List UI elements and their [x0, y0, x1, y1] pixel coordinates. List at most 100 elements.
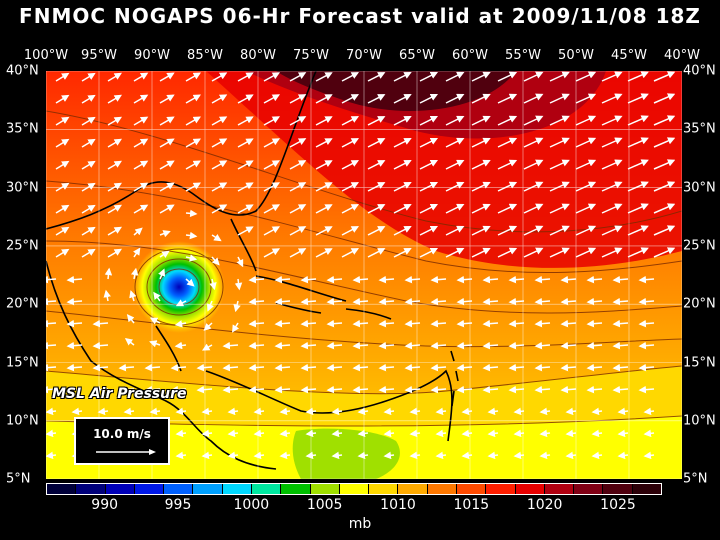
- wind-vector: [129, 290, 137, 302]
- wind-vector: [185, 182, 202, 192]
- wind-vector: [159, 204, 175, 214]
- wind-vector: [159, 72, 175, 82]
- vector-scale-arrow-icon: [96, 449, 156, 455]
- wind-vector: [419, 182, 439, 192]
- wind-vector: [144, 363, 161, 372]
- wind-vector: [549, 137, 570, 148]
- latitude-label: 15°N: [683, 355, 716, 370]
- longitude-label: 80°W: [240, 48, 276, 63]
- wind-vector: [638, 385, 655, 394]
- wind-vector: [508, 275, 525, 284]
- colorbar-swatch: [339, 484, 370, 494]
- wind-vector: [237, 72, 254, 82]
- wind-vector: [482, 297, 499, 306]
- wind-vector: [46, 341, 57, 350]
- wind-vector: [263, 116, 281, 126]
- longitude-label: 100°W: [23, 48, 69, 63]
- latitude-label: 30°N: [6, 180, 39, 196]
- wind-vector: [471, 203, 491, 214]
- wind-vector: [378, 297, 395, 306]
- wind-vector: [201, 429, 213, 438]
- wind-vector: [159, 230, 171, 238]
- wind-vector: [233, 300, 241, 313]
- wind-vector: [289, 94, 307, 104]
- wind-vector: [471, 159, 491, 170]
- wind-vector: [617, 407, 629, 416]
- wind-vector: [627, 137, 649, 148]
- wind-vector: [482, 363, 499, 372]
- wind-vector: [549, 159, 570, 170]
- wind-vector: [81, 116, 96, 126]
- wind-vector: [175, 407, 187, 416]
- wind-vector: [638, 341, 655, 350]
- latitude-label: 5°N: [6, 471, 31, 487]
- wind-vector: [497, 93, 518, 104]
- wind-vector: [174, 320, 187, 328]
- wind-vector: [133, 160, 149, 170]
- wind-vector: [430, 319, 447, 328]
- wind-vector: [539, 407, 551, 416]
- wind-vector: [575, 71, 597, 82]
- wind-vector: [46, 297, 57, 306]
- wind-vector: [653, 93, 676, 104]
- wind-vector: [305, 429, 317, 438]
- wind-vector: [653, 71, 676, 82]
- wind-vector: [409, 407, 421, 416]
- wind-vector: [393, 248, 412, 258]
- wind-vector: [497, 137, 518, 148]
- wind-vector: [237, 226, 254, 236]
- wind-vector: [565, 429, 577, 438]
- wind-vector: [445, 247, 465, 258]
- wind-vector: [289, 248, 307, 258]
- wind-vector: [253, 451, 265, 460]
- wind-vector: [175, 299, 187, 307]
- wind-vector: [81, 160, 96, 170]
- wind-vector: [118, 385, 135, 394]
- wind-vector: [487, 429, 499, 438]
- wind-vector: [456, 363, 473, 372]
- wind-vector: [367, 160, 386, 170]
- wind-vector: [612, 297, 629, 306]
- wind-vector: [430, 363, 447, 372]
- wind-vector: [81, 248, 96, 258]
- wind-vector: [107, 72, 122, 82]
- wind-vector: [331, 429, 343, 438]
- wind-vector: [227, 429, 239, 438]
- wind-vector: [103, 289, 111, 302]
- colorbar-tick-label: 1000: [233, 497, 270, 513]
- wind-vector: [107, 160, 122, 170]
- wind-vector: [300, 385, 317, 394]
- wind-vector: [211, 204, 228, 214]
- wind-vector: [393, 72, 412, 82]
- wind-vector: [419, 116, 439, 126]
- colorbar-swatch: [281, 484, 311, 494]
- wind-vector: [66, 275, 83, 284]
- wind-vector: [393, 226, 412, 236]
- wind-vector: [315, 226, 333, 236]
- latitude-label: 5°N: [683, 471, 708, 487]
- wind-vector: [560, 297, 577, 306]
- wind-vector: [430, 297, 447, 306]
- wind-vector: [482, 385, 499, 394]
- wind-vector: [471, 247, 491, 258]
- wind-vector: [378, 341, 395, 350]
- wind-vector: [539, 429, 551, 438]
- wind-vector: [211, 116, 228, 126]
- wind-vector: [471, 137, 491, 148]
- wind-vector: [185, 254, 198, 262]
- colorbar-swatch: [105, 484, 135, 494]
- wind-vector: [123, 407, 135, 416]
- wind-vector: [248, 363, 265, 372]
- latitude-label: 35°N: [6, 121, 39, 137]
- wind-vector: [575, 203, 597, 214]
- colorbar-swatch: [574, 484, 604, 494]
- colorbar-tick-label: 990: [91, 497, 119, 513]
- field-label: MSL Air Pressure: [52, 386, 187, 402]
- wind-vector: [341, 226, 360, 236]
- wind-vector: [419, 204, 439, 214]
- wind-vector: [227, 451, 239, 460]
- wind-vector: [456, 297, 473, 306]
- wind-vector: [326, 319, 343, 328]
- wind-vector: [534, 363, 551, 372]
- wind-vector: [55, 182, 70, 192]
